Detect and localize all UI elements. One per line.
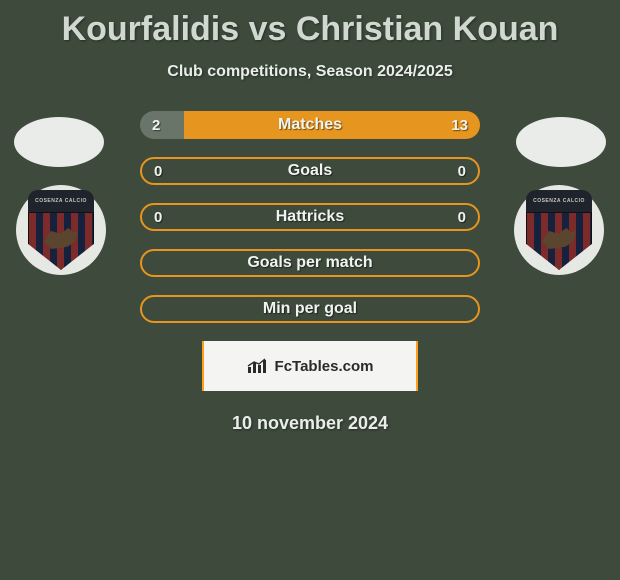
stat-bar: Goals per match xyxy=(140,249,480,277)
stat-label: Hattricks xyxy=(142,205,478,229)
stat-label: Goals xyxy=(142,159,478,183)
stat-bar: 00Goals xyxy=(140,157,480,185)
club-left-badge: COSENZA CALCIO xyxy=(16,185,106,275)
stat-bar: 00Hattricks xyxy=(140,203,480,231)
player-right-avatar xyxy=(516,117,606,167)
player-left-avatar xyxy=(14,117,104,167)
club-right-badge: COSENZA CALCIO xyxy=(514,185,604,275)
page-subtitle: Club competitions, Season 2024/2025 xyxy=(0,63,620,81)
comparison-stage: COSENZA CALCIO COSENZA CALCIO 213Matches… xyxy=(0,111,620,434)
bar-chart-icon xyxy=(247,358,269,374)
brand-box: FcTables.com xyxy=(202,341,418,391)
stat-bar: Min per goal xyxy=(140,295,480,323)
date-label: 10 november 2024 xyxy=(0,413,620,434)
crest-top-label: COSENZA CALCIO xyxy=(28,190,94,212)
crest-icon: COSENZA CALCIO xyxy=(526,190,592,270)
brand-label: FcTables.com xyxy=(275,358,374,375)
stat-label: Goals per match xyxy=(142,251,478,275)
page-title: Kourfalidis vs Christian Kouan xyxy=(0,0,620,49)
stat-label: Matches xyxy=(140,111,480,139)
stat-label: Min per goal xyxy=(142,297,478,321)
crest-icon: COSENZA CALCIO xyxy=(28,190,94,270)
crest-top-label: COSENZA CALCIO xyxy=(526,190,592,212)
stat-bar: 213Matches xyxy=(140,111,480,139)
